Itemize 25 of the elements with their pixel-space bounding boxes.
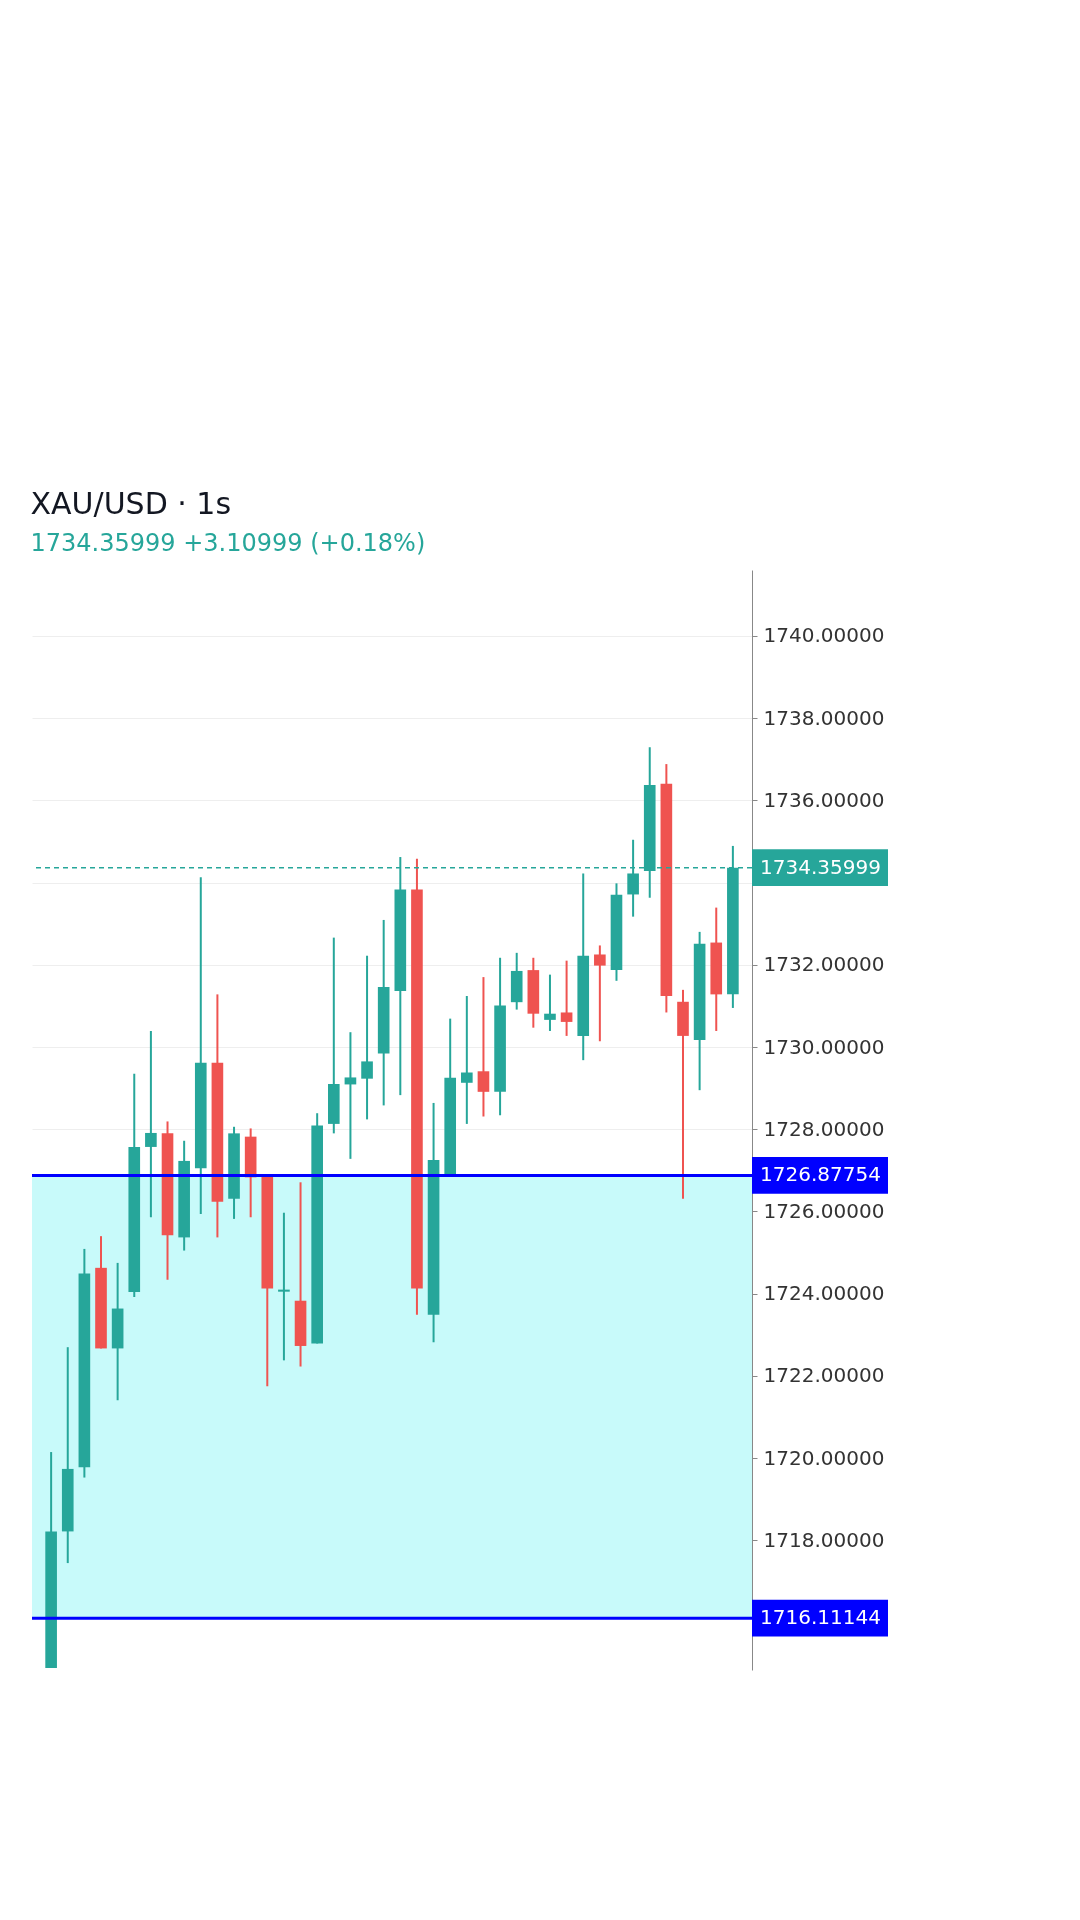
- candlestick: [594, 944, 606, 1043]
- y-tick-label: 1720.00000: [763, 1445, 885, 1470]
- y-tick-label: 1740.00000: [763, 623, 885, 648]
- candlestick: [278, 1211, 290, 1362]
- candlestick: [461, 995, 473, 1125]
- y-tick-label: 1732.00000: [763, 952, 885, 977]
- y-tick-label: 1718.00000: [763, 1527, 885, 1552]
- candlestick: [560, 959, 573, 1037]
- chart-title: XAU/USD · 1s: [30, 486, 232, 521]
- ref-line-label: 1734.35999: [760, 854, 881, 879]
- candlestick: [477, 976, 490, 1118]
- y-tick-label: 1736.00000: [763, 787, 885, 812]
- y-tick-label: 1730.00000: [763, 1034, 885, 1059]
- y-tick-label: 1738.00000: [763, 705, 885, 730]
- candlestick: [544, 973, 556, 1032]
- y-tick-label: 1726.00000: [763, 1199, 885, 1223]
- candlestick: [361, 954, 373, 1121]
- ref-line-label: 1716.11144: [760, 1605, 881, 1630]
- candlestick: [344, 1031, 357, 1160]
- chart-subtitle: 1734.35999 +3.10999 (+0.18%): [30, 529, 426, 557]
- y-tick-label: 1722.00000: [763, 1363, 885, 1388]
- candlestick: [145, 1029, 157, 1219]
- ref-line-label: 1726.87754: [760, 1162, 881, 1187]
- y-tick-label: 1724.00000: [763, 1281, 885, 1306]
- y-tick-label: 1728.00000: [763, 1116, 885, 1141]
